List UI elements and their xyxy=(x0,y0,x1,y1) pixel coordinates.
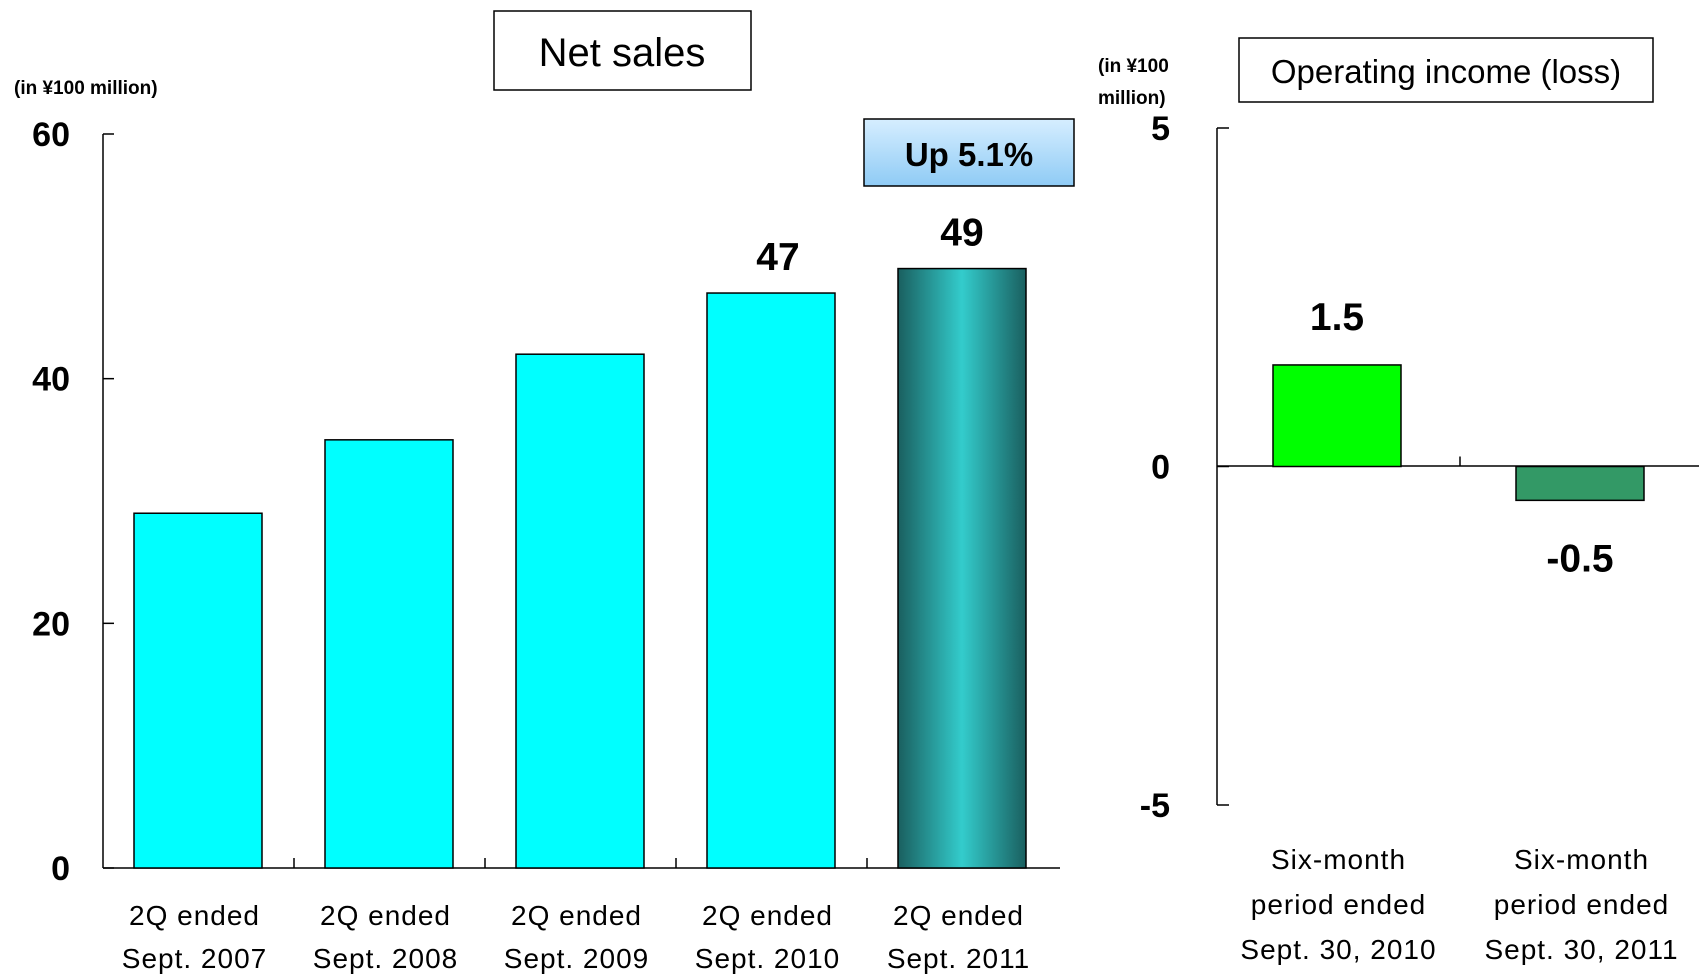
net-sales-unit-label: (in ¥100 million) xyxy=(14,78,158,99)
net-sales-y-tick-label: 20 xyxy=(32,605,70,643)
up-badge-box xyxy=(863,118,1075,187)
net-sales-category-label: Sept. 2009 xyxy=(504,943,649,974)
operating-income-bar xyxy=(1272,364,1402,468)
net-sales-data-label: 47 xyxy=(756,236,799,279)
net-sales-y-tick-label: 60 xyxy=(32,116,70,154)
operating-income-category-label: period ended xyxy=(1251,889,1426,920)
net-sales-title-box xyxy=(493,10,752,91)
operating-income-y-tick-label: 0 xyxy=(1151,449,1170,487)
net-sales-category-label: 2Q ended xyxy=(511,900,642,931)
net-sales-y-tick-label: 0 xyxy=(51,850,70,888)
operating-income-chart: Operating income (loss) (in ¥100 million… xyxy=(1098,37,1699,965)
net-sales-data-label: 49 xyxy=(940,212,983,255)
operating-income-category-label: Sept. 30, 2011 xyxy=(1484,934,1678,965)
operating-income-bars: 1.5 -0.5 xyxy=(1272,296,1645,580)
operating-income-category-label: Sept. 30, 2010 xyxy=(1240,934,1436,965)
operating-income-category-labels: Six-month period ended Sept. 30, 2010 Six-m… xyxy=(1240,844,1678,965)
operating-income-category-label: Six-month xyxy=(1271,844,1406,875)
net-sales-bar xyxy=(133,512,263,869)
net-sales-category-label: Sept. 2010 xyxy=(695,943,840,974)
net-sales-bar xyxy=(515,353,645,869)
up-badge-label: Up 5.1% xyxy=(905,136,1033,173)
operating-income-title: Operating income (loss) xyxy=(1271,53,1621,90)
up-badge: Up 5.1% xyxy=(863,118,1075,187)
net-sales-category-label: 2Q ended xyxy=(129,900,260,931)
operating-income-data-label: -0.5 xyxy=(1546,537,1613,580)
net-sales-chart: Net sales (in ¥100 million) 0 20 40 60 47 49… xyxy=(14,10,1075,974)
operating-income-unit-label-line2: million) xyxy=(1098,88,1166,109)
operating-income-category-label: period ended xyxy=(1494,889,1669,920)
net-sales-category-label: Sept. 2007 xyxy=(122,943,267,974)
operating-income-bar xyxy=(1515,465,1645,502)
net-sales-bar xyxy=(897,267,1027,869)
net-sales-category-labels: 2Q ended Sept. 2007 2Q ended Sept. 2008 2Q e… xyxy=(122,900,1030,974)
net-sales-bars: 47 49 xyxy=(133,212,1027,869)
operating-income-unit-label-line1: (in ¥100 xyxy=(1098,56,1169,77)
net-sales-category-label: Sept. 2011 xyxy=(887,943,1030,974)
operating-income-category-label: Six-month xyxy=(1514,844,1649,875)
net-sales-title: Net sales xyxy=(539,31,706,75)
net-sales-y-tick-label: 40 xyxy=(32,361,70,399)
operating-income-y-ticks: -5 0 5 xyxy=(1140,110,1461,825)
net-sales-category-label: 2Q ended xyxy=(702,900,833,931)
net-sales-y-ticks: 0 20 40 60 xyxy=(32,116,868,888)
net-sales-category-label: 2Q ended xyxy=(320,900,451,931)
net-sales-category-label: Sept. 2008 xyxy=(313,943,458,974)
operating-income-y-tick-label: -5 xyxy=(1140,787,1170,825)
net-sales-category-label: 2Q ended xyxy=(893,900,1024,931)
operating-income-data-label: 1.5 xyxy=(1310,296,1364,339)
operating-income-y-tick-label: 5 xyxy=(1151,110,1170,148)
net-sales-bar xyxy=(706,292,836,869)
operating-income-title-box xyxy=(1238,37,1654,103)
net-sales-bar xyxy=(324,439,454,869)
